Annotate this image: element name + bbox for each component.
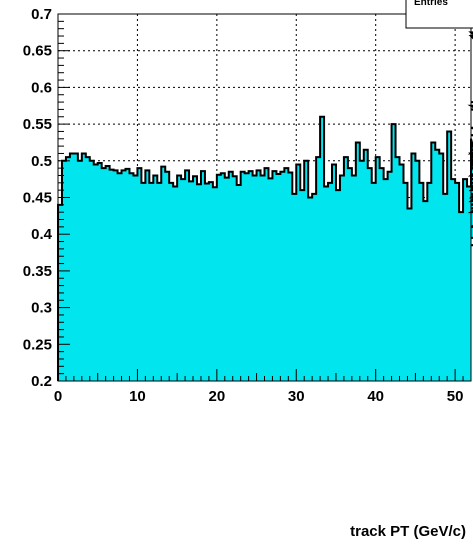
y-tick-label: 0.2 xyxy=(31,373,52,390)
y-tick-label: 0.25 xyxy=(23,336,52,353)
y-tick-label: 0.45 xyxy=(23,190,52,207)
y-tick-label: 0.6 xyxy=(31,79,52,96)
histogram-outline xyxy=(57,31,473,381)
histogram-fill xyxy=(58,32,473,381)
x-tick-label: 40 xyxy=(367,388,384,405)
y-tick-label: 0.7 xyxy=(31,6,52,23)
y-tick-label: 0.4 xyxy=(31,226,53,243)
x-tick-label: 10 xyxy=(129,388,146,405)
y-tick-label: 0.5 xyxy=(31,153,52,170)
legend-box: Entries xyxy=(405,0,473,29)
x-tick-label: 0 xyxy=(54,388,62,405)
x-tick-label: 30 xyxy=(288,388,305,405)
legend-entries-label: Entries xyxy=(414,0,448,8)
y-tick-label: 0.3 xyxy=(31,300,52,317)
axes xyxy=(57,13,472,382)
x-axis-title: track PT (GeV/c) xyxy=(350,523,466,540)
y-tick-labels: 0.2 0.25 0.3 0.35 0.4 0.45 0.5 0.55 0.6 0.65 0.7 xyxy=(23,6,53,390)
x-tick-label: 20 xyxy=(209,388,226,405)
y-tick-label: 0.55 xyxy=(23,116,52,133)
x-tick-labels: 0 10 20 30 40 50 xyxy=(54,388,464,405)
x-tick-label: 50 xyxy=(447,388,464,405)
y-tick-label: 0.35 xyxy=(23,263,52,280)
y-tick-label: 0.65 xyxy=(23,43,52,60)
